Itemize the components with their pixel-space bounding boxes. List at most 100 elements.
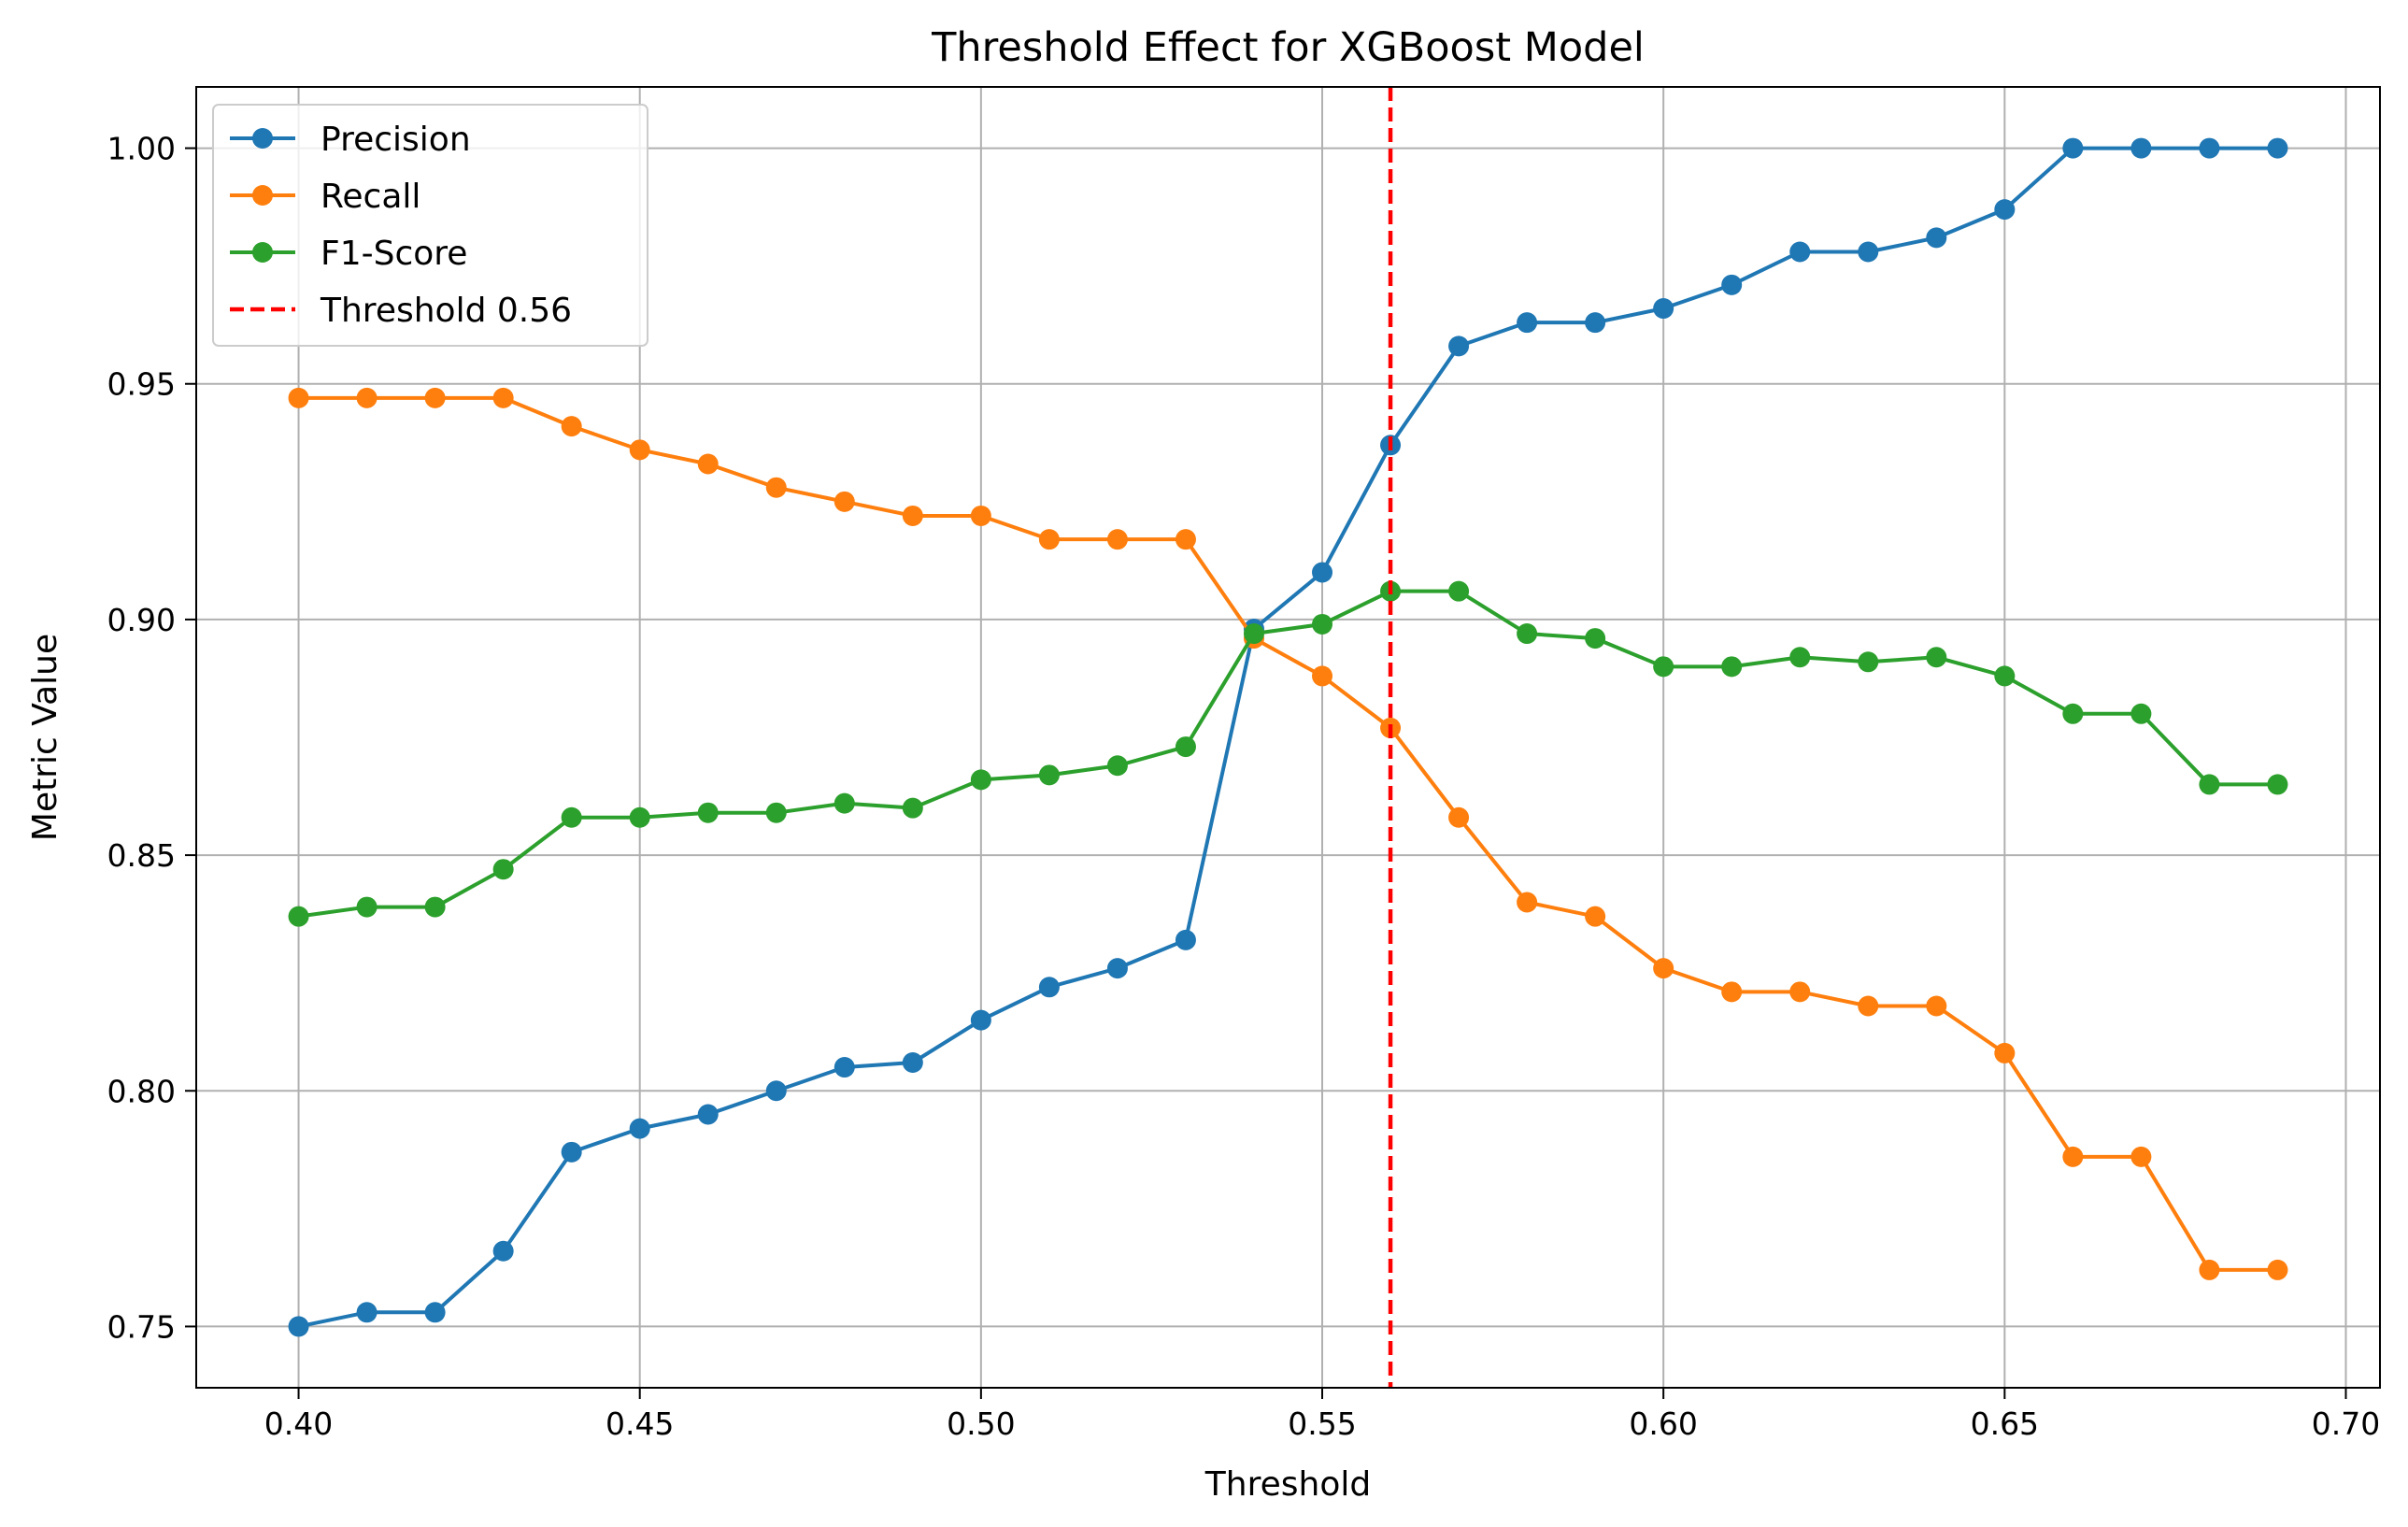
recall-point	[765, 477, 787, 498]
y-tick-label: 1.00	[107, 131, 176, 167]
recall-point	[2267, 1259, 2288, 1280]
recall-point	[1653, 958, 1674, 979]
recall-point	[1994, 1042, 2016, 1063]
x-tick-label: 0.45	[606, 1406, 674, 1442]
legend-recall-label: Recall	[321, 178, 420, 216]
precision-point	[424, 1302, 446, 1323]
recall-point	[561, 416, 582, 437]
precision-point	[2130, 137, 2152, 159]
f1-score-point	[356, 896, 378, 918]
legend-box	[212, 104, 648, 347]
precision-point	[2062, 137, 2084, 159]
series-layer	[288, 137, 2288, 1337]
precision-point	[1175, 929, 1196, 950]
recall-point	[424, 387, 446, 408]
precision-point	[1653, 298, 1674, 320]
recall-point	[970, 505, 991, 526]
recall-point	[629, 439, 650, 461]
precision-point	[629, 1118, 650, 1139]
precision-point	[970, 1009, 991, 1031]
f1-score-point	[765, 802, 787, 823]
precision-point	[834, 1057, 855, 1078]
recall-line	[298, 395, 2278, 1272]
recall-point	[697, 453, 719, 475]
precision-point	[1312, 562, 1333, 583]
precision-point	[1585, 312, 1606, 334]
recall-point	[356, 387, 378, 408]
f1-score-point	[1038, 764, 1060, 786]
precision-point	[356, 1302, 378, 1323]
precision-point	[1789, 241, 1811, 263]
legend-recall-marker	[252, 185, 273, 206]
recall-point	[2130, 1146, 2152, 1167]
f1-score-point	[697, 802, 719, 823]
f1-score-point	[2062, 703, 2084, 724]
f1-score-point	[1585, 628, 1606, 649]
precision-point	[1858, 241, 1879, 263]
recall-point	[2199, 1259, 2220, 1280]
f1-score-point	[1994, 665, 2016, 687]
recall-point	[492, 387, 514, 408]
f1-score-point	[1243, 623, 1264, 645]
f1-score-point	[1175, 736, 1196, 758]
f1-score-point	[1721, 656, 1743, 678]
precision-point	[1994, 199, 2016, 221]
precision-point	[561, 1141, 582, 1163]
precision-point	[1106, 958, 1128, 979]
f1-score-point	[1517, 623, 1538, 645]
f1-score-point	[1448, 580, 1470, 602]
f1-score-point	[492, 859, 514, 880]
f1-score-point	[1106, 755, 1128, 777]
f1-score-point	[2267, 774, 2288, 795]
x-tick-label: 0.50	[947, 1406, 1015, 1442]
y-axis-label: Metric Value	[26, 634, 64, 841]
f1-score-point	[629, 806, 650, 828]
precision-point	[1721, 274, 1743, 295]
x-tick-label: 0.40	[264, 1406, 333, 1442]
legend-precision-label: Precision	[321, 121, 471, 159]
f1-score-point	[424, 896, 446, 918]
precision-point	[1926, 227, 1947, 249]
x-tick-label: 0.60	[1629, 1406, 1697, 1442]
recall-point	[1312, 665, 1333, 687]
y-tick-label: 0.75	[107, 1308, 176, 1345]
precision-point	[1517, 312, 1538, 334]
legend-precision-marker	[252, 128, 273, 149]
recall-point	[1926, 995, 1947, 1017]
recall-point	[1175, 529, 1196, 550]
legend-f1-score-label: F1-Score	[321, 235, 467, 273]
f1-score-point	[561, 806, 582, 828]
grid-lines	[196, 87, 2380, 1388]
f1-score-point	[1858, 651, 1879, 673]
recall-point	[1038, 529, 1060, 550]
axis-ticks: 0.40 0.45 0.50 0.55 0.60 0.65 0.70 0.75 0.80 0.85…	[107, 131, 2381, 1442]
f1-score-point	[2199, 774, 2220, 795]
recall-point	[1517, 892, 1538, 913]
precision-point	[2199, 137, 2220, 159]
f1-score-point	[1653, 656, 1674, 678]
f1-score-point	[834, 792, 855, 814]
plot-area-frame	[195, 86, 2381, 1389]
recall-point	[1789, 981, 1811, 1003]
legend: Precision Recall F1-Score Threshold 0.56	[212, 104, 648, 347]
y-tick-label: 0.95	[107, 366, 176, 403]
recall-point	[902, 505, 923, 526]
chart-title: Threshold Effect for XGBoost Model	[931, 24, 1645, 71]
y-tick-label: 0.85	[107, 837, 176, 874]
recall-point	[288, 387, 309, 408]
f1-score-line	[298, 589, 2278, 919]
f1-score-point	[288, 906, 309, 927]
precision-point	[2267, 137, 2288, 159]
legend-f1-score-marker	[252, 242, 273, 263]
x-axis-label: Threshold	[1204, 1465, 1371, 1504]
recall-point	[1858, 995, 1879, 1017]
f1-score-point	[902, 797, 923, 819]
precision-point	[288, 1316, 309, 1337]
f1-score-point	[1312, 613, 1333, 635]
y-tick-label: 0.90	[107, 602, 176, 638]
recall-point	[1448, 806, 1470, 828]
precision-point	[697, 1104, 719, 1125]
f1-score-point	[970, 769, 991, 791]
f1-score-point	[2130, 703, 2152, 724]
